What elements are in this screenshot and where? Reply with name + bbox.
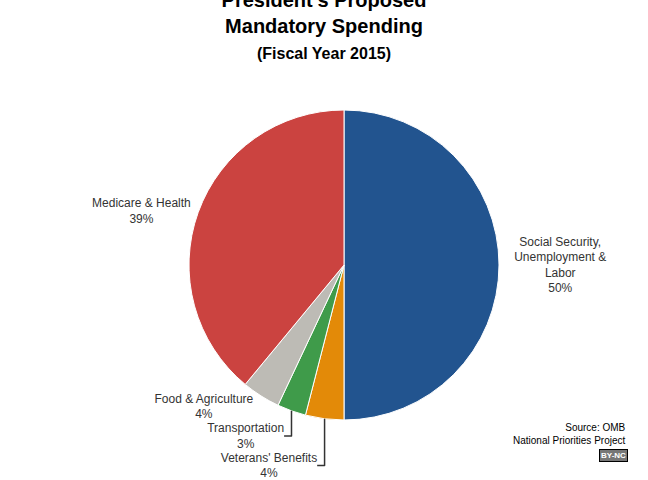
svg-text:Transportation3%: Transportation3% bbox=[207, 421, 284, 451]
svg-text:Veterans' Benefits4%: Veterans' Benefits4% bbox=[221, 451, 317, 480]
svg-text:Medicare & Health39%: Medicare & Health39% bbox=[92, 196, 191, 226]
svg-text:Food & Agriculture4%: Food & Agriculture4% bbox=[155, 392, 254, 422]
svg-text:Source: OMBNational Priorities: Source: OMBNational Priorities Project bbox=[513, 422, 626, 446]
svg-text:Social Security,Unemployment &: Social Security,Unemployment &Labor50% bbox=[514, 235, 606, 296]
svg-text:BY-NC: BY-NC bbox=[601, 451, 626, 460]
svg-text:President's ProposedMandatory: President's ProposedMandatory Spending(F… bbox=[222, 0, 427, 62]
